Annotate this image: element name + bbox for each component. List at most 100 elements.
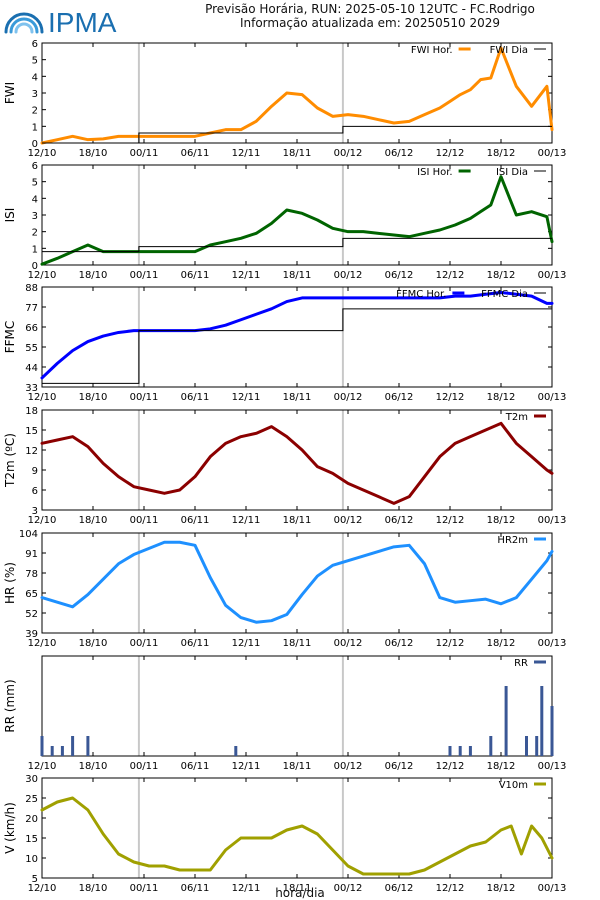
y-tick-label: 44: [25, 363, 38, 374]
x-tick-label: 00/13: [538, 392, 567, 403]
x-tick-label: 18/12: [487, 883, 516, 894]
y-axis-label: V (km/h): [3, 802, 17, 854]
x-tick-label: 06/12: [385, 883, 414, 894]
x-tick-label: 12/11: [232, 883, 261, 894]
legend-label: FFMC Dia: [481, 289, 528, 300]
rr-bar: [504, 686, 508, 756]
x-tick-label: 18/10: [79, 392, 108, 403]
header-title: Previsão Horária, RUN: 2025-05-10 12UTC …: [205, 2, 535, 16]
y-tick-label: 9: [32, 466, 38, 477]
y-axis-label: FFMC: [3, 321, 17, 354]
x-tick-label: 12/10: [28, 638, 57, 649]
y-tick-label: 6: [32, 161, 38, 172]
plot-frame: [41, 286, 553, 388]
x-tick-label: 18/11: [283, 883, 312, 894]
series-hourly-line: [40, 290, 554, 380]
x-tick-label: 18/11: [283, 392, 312, 403]
x-tick-label: 00/13: [538, 638, 567, 649]
y-tick-label: 3: [32, 89, 38, 100]
y-tick-label: 77: [25, 303, 38, 314]
y-tick-label: 0: [32, 139, 38, 150]
x-tick-label: 18/12: [487, 148, 516, 159]
x-tick-label: 18/12: [487, 515, 516, 526]
x-tick-label: 06/11: [181, 392, 210, 403]
y-tick-label: 6: [32, 486, 38, 497]
y-tick-label: 25: [25, 794, 38, 805]
header: IPMA Previsão Horária, RUN: 2025-05-10 1…: [0, 0, 600, 40]
x-tick-label: 00/13: [538, 148, 567, 159]
x-tick-label: 00/13: [538, 883, 567, 894]
legend-label: ISI Hor.: [417, 167, 452, 178]
x-tick-label: 06/11: [181, 761, 210, 772]
x-tick-label: 00/11: [130, 761, 159, 772]
y-tick-label: 78: [25, 569, 38, 580]
x-tick-label: 00/11: [130, 270, 159, 281]
x-tick-label: 12/10: [28, 392, 57, 403]
y-tick-label: 2: [32, 228, 38, 239]
y-tick-label: 3: [32, 506, 38, 517]
x-tick-label: 12/11: [232, 761, 261, 772]
y-tick-label: 1: [32, 122, 38, 133]
series-hourly-line: [40, 46, 554, 145]
x-tick-label: 12/10: [28, 148, 57, 159]
series-daily-line: [42, 237, 552, 253]
legend-label: V10m: [499, 780, 528, 791]
series-hourly-line: [40, 796, 554, 876]
x-tick-label: 12/12: [436, 515, 465, 526]
series-hourly-line: [40, 540, 554, 624]
y-tick-label: 52: [25, 609, 38, 620]
rr-bar: [86, 736, 90, 756]
rr-bar: [234, 746, 238, 756]
x-tick-label: 12/11: [232, 148, 261, 159]
x-tick-label: 06/12: [385, 515, 414, 526]
panel-5: 12/10 18/10 00/11 06/11 12/11 18/11 00/12 06/12…: [3, 655, 566, 772]
x-tick-label: 00/13: [538, 270, 567, 281]
rr-bar: [468, 746, 472, 756]
x-tick-label: 00/12: [334, 515, 363, 526]
x-tick-label: 00/12: [334, 883, 363, 894]
x-tick-label: 06/11: [181, 638, 210, 649]
x-tick-label: 00/12: [334, 761, 363, 772]
legend-label: RR: [514, 658, 528, 669]
y-tick-label: 88: [25, 283, 38, 294]
x-tick-label: 00/12: [334, 270, 363, 281]
x-tick-label: 00/11: [130, 148, 159, 159]
x-tick-label: 12/10: [28, 761, 57, 772]
rr-bar: [458, 746, 462, 756]
x-tick-label: 12/12: [436, 883, 465, 894]
x-tick-label: 12/12: [436, 638, 465, 649]
x-axis-title: hora/dia: [275, 886, 325, 900]
y-tick-label: 10: [25, 854, 38, 865]
y-tick-label: 5: [32, 874, 38, 885]
y-tick-label: 6: [32, 39, 38, 50]
x-tick-label: 18/10: [79, 883, 108, 894]
header-subtitle: Informação atualizada em: 20250510 2029: [239, 16, 501, 30]
x-tick-label: 18/12: [487, 638, 516, 649]
y-tick-label: 0: [32, 261, 38, 272]
x-tick-label: 18/11: [283, 638, 312, 649]
x-tick-label: 06/12: [385, 148, 414, 159]
legend-label: FWI Hor.: [411, 45, 453, 56]
x-tick-label: 00/11: [130, 883, 159, 894]
x-tick-label: 06/11: [181, 148, 210, 159]
y-tick-label: 4: [32, 194, 38, 205]
x-tick-label: 18/10: [79, 515, 108, 526]
rr-bar: [60, 746, 64, 756]
y-tick-label: 55: [25, 343, 38, 354]
x-tick-label: 18/12: [487, 392, 516, 403]
rr-bar: [489, 736, 493, 756]
x-tick-label: 00/11: [130, 392, 159, 403]
x-tick-label: 12/12: [436, 148, 465, 159]
legend-label: FFMC Hor.: [396, 289, 446, 300]
y-tick-label: 1: [32, 244, 38, 255]
y-tick-label: 66: [25, 323, 38, 334]
x-tick-label: 18/10: [79, 761, 108, 772]
plot-frame: [41, 532, 553, 634]
x-tick-label: 12/12: [436, 392, 465, 403]
legend-label: HR2m: [497, 535, 528, 546]
plot-frame: [41, 409, 553, 511]
x-tick-label: 12/10: [28, 270, 57, 281]
x-tick-label: 18/11: [283, 148, 312, 159]
x-tick-label: 06/12: [385, 761, 414, 772]
x-tick-label: 06/11: [181, 270, 210, 281]
